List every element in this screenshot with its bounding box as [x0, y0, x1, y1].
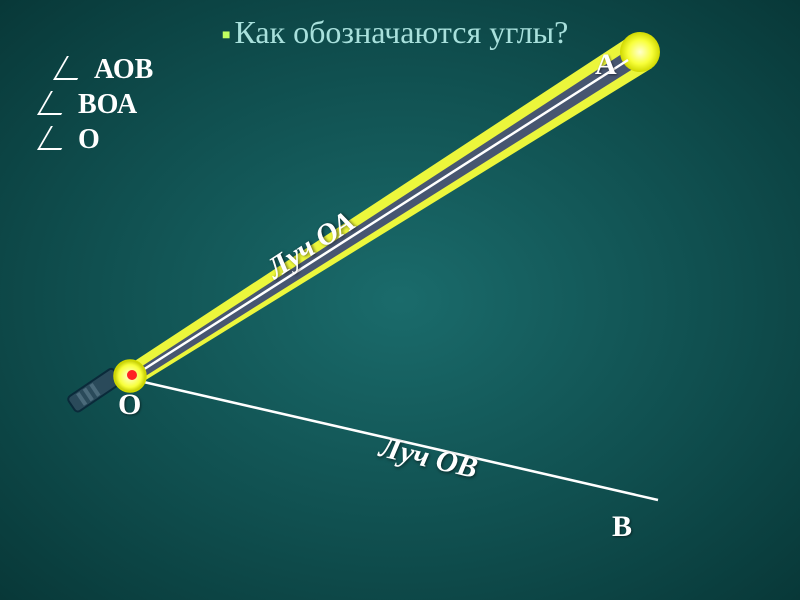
point-b-label: В: [612, 510, 632, 544]
point-a-label: А: [595, 48, 617, 82]
beam-tip-icon: [620, 32, 660, 72]
ray-oa-line: [135, 60, 628, 375]
vertex-dot-icon: [127, 370, 137, 380]
angle-diagram: [0, 0, 800, 600]
point-o-label: О: [118, 388, 141, 422]
light-beam: [124, 32, 660, 386]
